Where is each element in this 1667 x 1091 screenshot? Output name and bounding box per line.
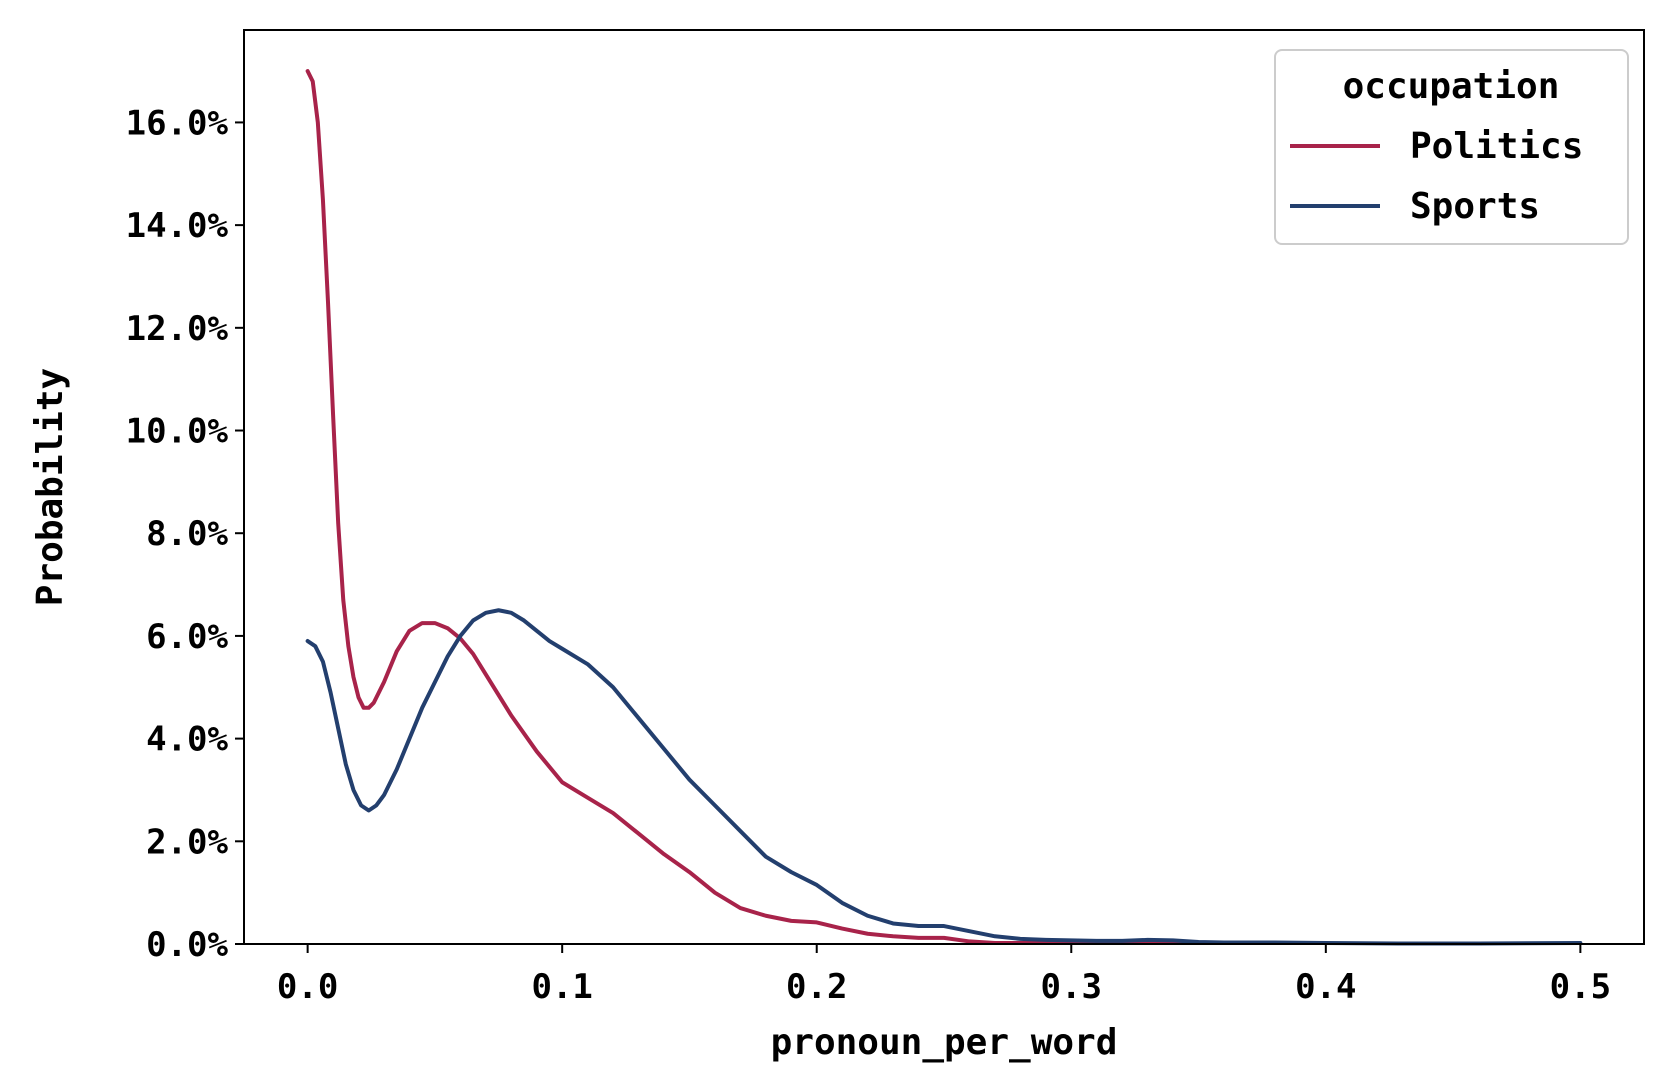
x-tick-label: 0.1 [531,967,592,1007]
legend-box [1274,49,1629,245]
y-axis-ticks: 0.0% 2.0% 4.0% 6.0% 8.0% 10.0% 12.0% 14.0% 16.0% [126,103,244,965]
series-layer [305,69,1583,946]
legend-title: occupation [1343,66,1560,107]
y-tick-label: 16.0% [126,103,229,143]
legend-label-politics: Politics [1410,126,1583,167]
x-tick-label: 0.2 [786,967,847,1007]
x-tick-label: 0.0 [277,967,338,1007]
y-tick-label: 2.0% [146,822,228,862]
legend: occupation Politics Sports [1274,49,1629,245]
series-line-politics [305,69,1265,945]
y-axis-label: Probability [30,368,71,606]
x-tick-label: 0.5 [1550,967,1611,1007]
x-axis-ticks: 0.0 0.1 0.2 0.3 0.4 0.5 [277,944,1611,1007]
y-tick-label: 12.0% [126,309,229,349]
y-tick-label: 10.0% [126,412,229,452]
series-line-sports [305,608,1583,946]
plot-frame [243,29,1645,945]
x-tick-label: 0.4 [1295,967,1356,1007]
y-tick-label: 4.0% [146,720,228,760]
legend-label-sports: Sports [1410,186,1540,227]
y-tick-label: 14.0% [126,206,229,246]
x-axis-label: pronoun_per_word [771,1022,1118,1063]
x-tick-label: 0.3 [1041,967,1102,1007]
y-tick-label: 0.0% [146,925,228,965]
y-tick-label: 6.0% [146,617,228,657]
y-tick-label: 8.0% [146,514,228,554]
legend-entries: Politics Sports [1290,126,1583,227]
